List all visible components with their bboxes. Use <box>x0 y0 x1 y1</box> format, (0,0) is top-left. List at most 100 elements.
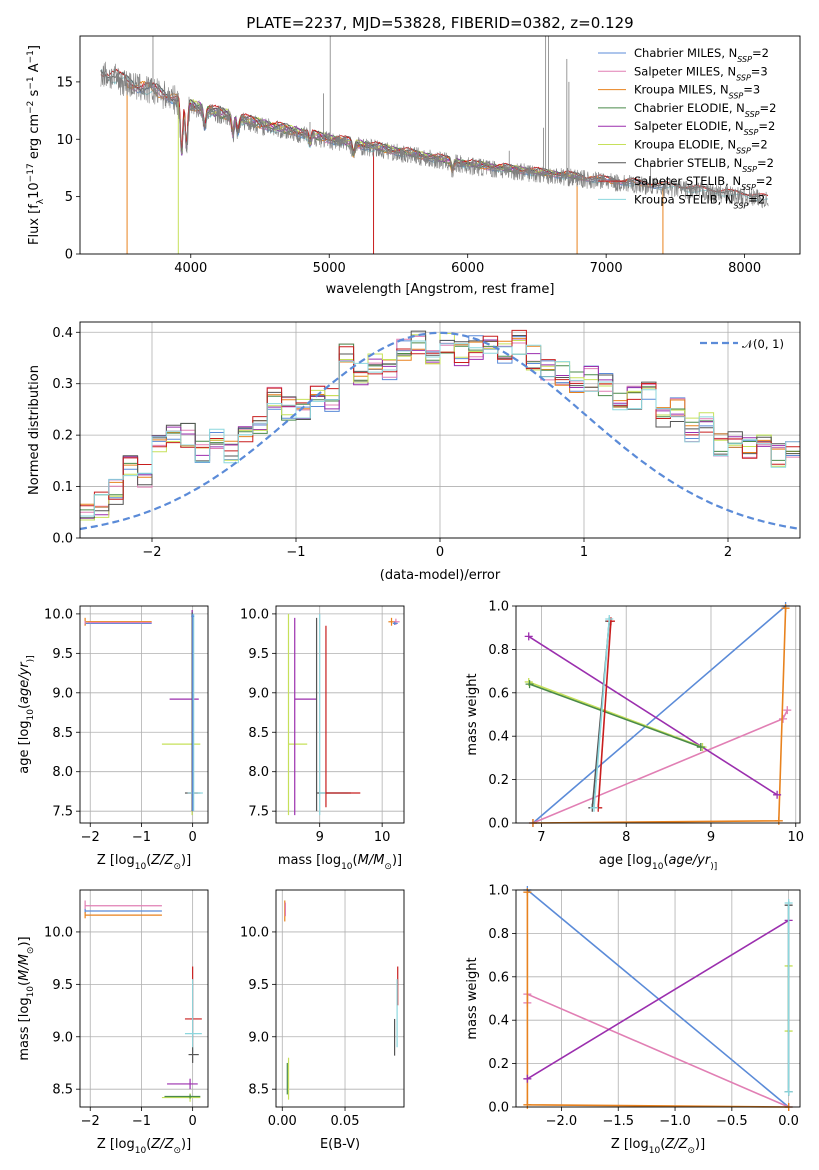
massweight-vs-age-xtick-label: 7 <box>537 830 545 845</box>
mass-vs-EBV-ytick-label: 10.0 <box>240 925 269 940</box>
massweight-vs-Z-series-salpeter-elodie <box>526 919 790 1080</box>
residuals-legend-label: 𝒩(0, 1) <box>742 337 784 351</box>
figure-title: PLATE=2237, MJD=53828, FIBERID=0382, z=0… <box>246 14 633 32</box>
age-vs-mass-ytick-label: 8.0 <box>248 765 269 780</box>
residuals-plot-area <box>80 329 800 531</box>
mass-vs-EBV-ytick-label: 9.0 <box>248 1030 269 1045</box>
legend-entry: Kroupa MILES, NSSP=3 <box>634 83 760 101</box>
age-vs-mass-ytick-label: 8.5 <box>248 726 269 741</box>
massweight-vs-age-panel: 7 8 9 10 0.0 0.2 0.4 0.6 0.8 1.0 mass weight <box>465 600 804 846</box>
age-vs-mass-ytick-label: 10.0 <box>240 607 269 622</box>
massweight-vs-Z-xtick-label: −1.5 <box>602 1114 634 1129</box>
mass-vs-Z-xtick-label: −1 <box>132 1114 151 1129</box>
residuals-xtick-label: 1 <box>580 545 588 560</box>
spectrum-ylabel: Flux [fλ10−17 erg cm−2 s−1 A−1] <box>26 45 46 245</box>
massweight-vs-Z-point <box>523 1074 532 1083</box>
legend-entry: Salpeter STELIB, NSSP=2 <box>634 174 773 192</box>
massweight-vs-Z-ytick-label: 0.2 <box>488 1057 509 1072</box>
massweight-vs-age-ytick-label: 0.4 <box>488 730 509 745</box>
massweight-vs-Z-ylabel: mass weight <box>465 957 480 1039</box>
residuals-ytick-label: 0.1 <box>52 480 73 495</box>
massweight-vs-age-point <box>525 680 534 689</box>
age-vs-mass-xtick-label: 10 <box>374 830 391 845</box>
mass-vs-EBV-frame <box>275 889 405 1108</box>
massweight-vs-age-ytick-label: 0.6 <box>488 686 509 701</box>
age-vs-Z-xtick-label: −1 <box>132 830 151 845</box>
legend-entry: Chabrier ELODIE, NSSP=2 <box>634 101 776 119</box>
residuals-normal-curve <box>80 331 798 531</box>
spectrum-frame <box>79 35 801 255</box>
mass-vs-Z-panel: −2 −1 0 8.5 9.0 9.5 10.0 <box>44 889 209 1129</box>
massweight-vs-Z-panel: −2.0 −1.5 −1.0 −0.5 0.0 0.0 0.2 0.4 0.6 0.8 1.0 mas… <box>465 884 801 1129</box>
massweight-vs-age-point <box>773 790 782 799</box>
massweight-vs-age-xtick-label: 9 <box>707 830 715 845</box>
age-vs-Z-ytick-label: 10.0 <box>44 607 73 622</box>
massweight-vs-Z-point <box>784 899 793 908</box>
residuals-xtick-label: −1 <box>286 545 305 560</box>
legend-entry: Kroupa STELIB, NSSP=2 <box>634 192 765 210</box>
age-vs-Z-frame <box>79 605 209 824</box>
age-vs-mass-ytick-label: 9.0 <box>248 686 269 701</box>
massweight-vs-age-point <box>605 615 614 624</box>
residuals-frame <box>79 321 801 539</box>
massweight-vs-age-plot-area <box>524 602 792 827</box>
spectrum-plot-area <box>100 36 769 254</box>
residuals-ytick-label: 0.3 <box>52 377 73 392</box>
spectrum-data <box>100 61 769 209</box>
mass-vs-EBV-xlabel: E(B-V) <box>320 1137 360 1152</box>
massweight-vs-Z-ytick-label: 0.0 <box>488 1101 509 1116</box>
age-vs-mass-xtick-label: 9 <box>316 830 324 845</box>
massweight-vs-age-frame <box>515 605 801 824</box>
massweight-vs-Z-xtick-label: 0.0 <box>778 1114 799 1129</box>
mass-vs-EBV-ytick-label: 8.5 <box>248 1083 269 1098</box>
spectrum-xtick-label: 6000 <box>451 261 484 276</box>
massweight-vs-Z-xlabel: Z [log10(Z/Z⊙)] <box>611 1137 705 1156</box>
spectrum-ytick-label: 0 <box>65 248 73 263</box>
massweight-vs-age-xlabel: age [log10(age/yr)] <box>599 853 717 872</box>
massweight-vs-age-xtick-label: 8 <box>622 830 630 845</box>
age-vs-Z-xlabel: Z [log10(Z/Z⊙)] <box>97 853 191 872</box>
spectrum-xtick-label: 8000 <box>728 261 761 276</box>
massweight-vs-age-point <box>774 816 783 825</box>
legend-entry: Salpeter MILES, NSSP=3 <box>634 64 768 82</box>
massweight-vs-Z-ytick-label: 1.0 <box>488 884 509 899</box>
mass-vs-Z-plot-area <box>84 900 202 1102</box>
spectrum-ytick-label: 15 <box>56 75 73 90</box>
mass-vs-Z-xtick-label: −2 <box>81 1114 100 1129</box>
massweight-vs-Z-point <box>523 1100 532 1109</box>
massweight-vs-Z-xtick-label: −2.0 <box>546 1114 578 1129</box>
mass-vs-EBV-panel: 0.00 0.05 8.5 9.0 9.5 10.0 E(B-V) <box>240 889 405 1152</box>
age-vs-Z-ylabel: age [log10(age/yr)] <box>17 655 36 773</box>
massweight-vs-age-ytick-label: 0.0 <box>488 817 509 832</box>
residuals-xtick-label: −2 <box>142 545 161 560</box>
massweight-vs-age-series-kroupa-stelib <box>593 618 611 808</box>
massweight-vs-Z-plot-area <box>523 886 793 1111</box>
residuals-hist-kroupa-stelib <box>80 340 800 517</box>
massweight-vs-Z-series-chabrier-miles <box>526 889 790 1108</box>
age-vs-mass-ytick-label: 9.5 <box>248 647 269 662</box>
spectrum-xlabel: wavelength [Angstrom, rest frame] <box>326 282 555 297</box>
massweight-vs-Z-ytick-label: 0.6 <box>488 970 509 985</box>
spectrum-model-salpeter-miles <box>127 83 663 189</box>
residuals-xtick-label: 2 <box>724 545 732 560</box>
age-vs-Z-ytick-label: 8.0 <box>52 765 73 780</box>
age-vs-mass-frame <box>275 605 405 824</box>
massweight-vs-age-ylabel: mass weight <box>465 673 480 755</box>
massweight-vs-age-series-salpeter-stelib <box>597 621 612 808</box>
spectrum-model-kroupa-miles <box>126 80 664 187</box>
massweight-vs-age-series-chabrier-elodie <box>529 683 702 748</box>
massweight-vs-age-point <box>781 604 790 613</box>
massweight-vs-age-point <box>783 706 792 715</box>
residuals-ytick-label: 0.4 <box>52 326 73 341</box>
mass-vs-Z-ytick-label: 9.5 <box>52 978 73 993</box>
legend-entry: Salpeter ELODIE, NSSP=2 <box>634 119 775 137</box>
spectrum-ytick-label: 10 <box>56 133 73 148</box>
residuals-panel: −2 −1 0 1 2 0.0 0.1 0.2 0.3 0.4 (data-model)/error… <box>27 321 801 583</box>
massweight-vs-Z-xtick-label: −0.5 <box>716 1114 748 1129</box>
spectrum-model-chabrier-miles <box>126 80 664 189</box>
mass-vs-Z-ytick-label: 9.0 <box>52 1030 73 1045</box>
legend-entry: Kroupa ELODIE, NSSP=2 <box>634 138 768 156</box>
